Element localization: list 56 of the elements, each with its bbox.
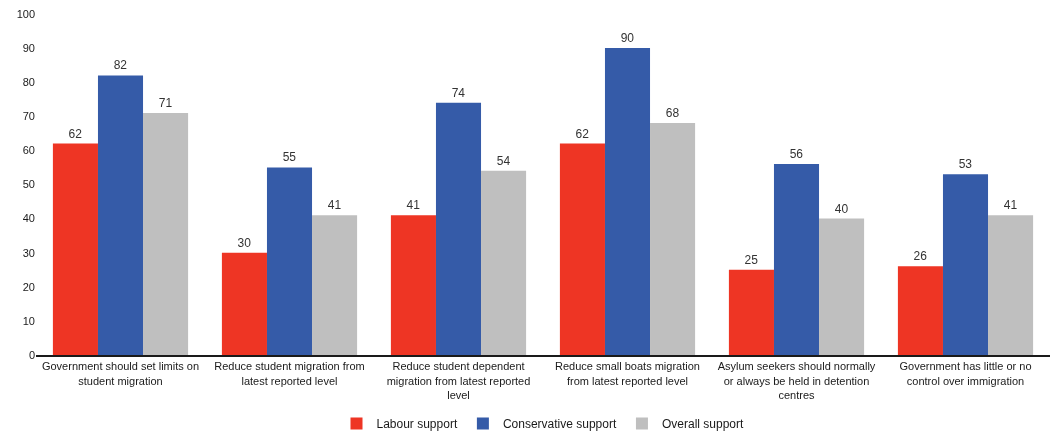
data-label: 55 [282, 150, 297, 165]
data-label: 25 [744, 252, 759, 267]
bar [266, 167, 313, 355]
bar [97, 75, 144, 355]
x-tick-label: Government should set limits on student migration [41, 360, 200, 387]
data-label: 62 [68, 126, 83, 141]
legend-label: Labour support [376, 417, 458, 432]
bar [481, 170, 527, 355]
data-label: 68 [665, 106, 680, 121]
y-tick-label: 20 [22, 280, 35, 293]
x-tick-label: Government has little or no control over immigration [899, 360, 1032, 387]
data-label: 30 [237, 235, 252, 250]
bar [942, 174, 989, 355]
bar [221, 252, 267, 355]
bar [312, 215, 358, 355]
data-label: 41 [1003, 198, 1018, 213]
y-tick-label: 40 [22, 212, 35, 225]
data-label: 41 [327, 198, 342, 213]
data-label: 40 [834, 201, 849, 216]
bar [435, 102, 482, 355]
y-tick-label: 10 [22, 314, 35, 327]
y-tick-label: 30 [22, 246, 35, 259]
y-tick-label: 50 [22, 178, 35, 191]
data-label: 56 [789, 147, 804, 162]
x-tick-label: Reduce small boats migration from latest reported level [555, 360, 700, 387]
x-tick-label: Reduce student dependent migration from latest reported level [386, 360, 531, 401]
data-label: 54 [496, 153, 511, 168]
bar [52, 143, 98, 355]
bar [390, 215, 436, 355]
legend-label: Overall support [661, 417, 744, 432]
bar [143, 112, 189, 355]
y-tick-label: 90 [22, 41, 35, 54]
bar [773, 164, 820, 355]
data-label: 90 [620, 31, 635, 46]
x-tick-label: Reduce student migration from latest reported level [214, 360, 365, 387]
bar [559, 143, 605, 355]
bar [650, 123, 696, 355]
bar [988, 215, 1034, 355]
bar [728, 269, 774, 355]
data-label: 62 [575, 126, 590, 141]
y-tick-label: 80 [22, 76, 35, 89]
y-tick-label: 70 [22, 110, 35, 123]
bar [819, 218, 865, 355]
data-label: 41 [406, 198, 421, 213]
data-label: 82 [113, 58, 128, 73]
bar [604, 48, 651, 355]
data-label: 74 [451, 85, 466, 100]
legend-label: Conservative support [502, 417, 617, 432]
y-tick-label: 0 [28, 348, 35, 361]
data-label: 71 [158, 95, 173, 110]
data-label: 53 [958, 157, 973, 172]
y-tick-label: 100 [16, 7, 35, 20]
y-tick-label: 60 [22, 144, 35, 157]
x-tick-label: Asylum seekers should normally or always be held in detention centres [717, 360, 876, 401]
data-label: 26 [913, 249, 928, 264]
bar [897, 266, 943, 355]
